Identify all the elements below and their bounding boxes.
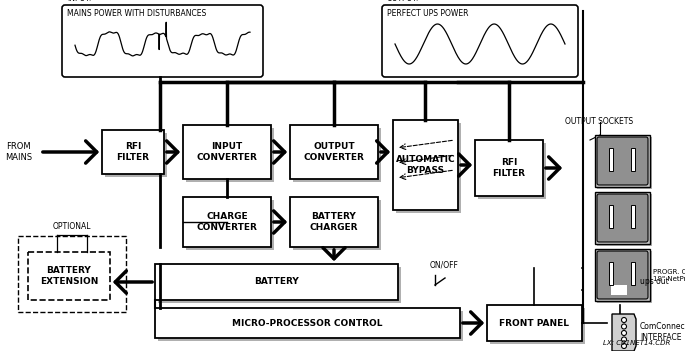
- Bar: [597, 194, 652, 246]
- Text: ups out: ups out: [640, 277, 669, 285]
- Text: OPTIONAL: OPTIONAL: [53, 222, 91, 231]
- Bar: [595, 249, 650, 301]
- Bar: [293, 128, 381, 182]
- Text: MAINS POWER WITH DISTURBANCES: MAINS POWER WITH DISTURBANCES: [67, 9, 206, 18]
- Bar: [632, 262, 636, 285]
- Text: INPUT:: INPUT:: [67, 0, 91, 3]
- Text: ComConnect
INTERFACE: ComConnect INTERFACE: [640, 322, 685, 342]
- Bar: [393, 120, 458, 210]
- FancyBboxPatch shape: [382, 5, 578, 77]
- Bar: [183, 197, 271, 247]
- Text: FROM
MAINS: FROM MAINS: [5, 142, 32, 162]
- Text: BATTERY
CHARGER: BATTERY CHARGER: [310, 212, 358, 232]
- Bar: [28, 252, 110, 300]
- Text: OUTPUT SOCKETS: OUTPUT SOCKETS: [565, 117, 633, 126]
- Bar: [632, 148, 636, 171]
- Circle shape: [621, 324, 627, 329]
- FancyBboxPatch shape: [597, 194, 648, 242]
- Text: RFI
FILTER: RFI FILTER: [116, 142, 149, 162]
- Bar: [597, 137, 652, 189]
- Bar: [610, 148, 614, 171]
- Bar: [487, 305, 582, 341]
- Text: PROGR. OUTLET
19" NetPro 3k only: PROGR. OUTLET 19" NetPro 3k only: [653, 269, 685, 282]
- Bar: [478, 143, 546, 199]
- Text: CHARGE
CONVERTER: CHARGE CONVERTER: [197, 212, 258, 232]
- Text: BATTERY: BATTERY: [254, 278, 299, 286]
- Circle shape: [621, 344, 627, 349]
- Circle shape: [621, 331, 627, 336]
- Text: AUTOMATIC
BYPASS: AUTOMATIC BYPASS: [396, 155, 456, 175]
- Bar: [158, 311, 463, 341]
- Bar: [490, 308, 585, 344]
- Text: BATTERY
EXTENSION: BATTERY EXTENSION: [40, 266, 98, 286]
- FancyBboxPatch shape: [597, 251, 648, 299]
- Text: PERFECT UPS POWER: PERFECT UPS POWER: [387, 9, 469, 18]
- Circle shape: [621, 337, 627, 342]
- Bar: [475, 140, 543, 196]
- Bar: [183, 125, 271, 179]
- Bar: [632, 205, 636, 229]
- Bar: [158, 267, 401, 303]
- Text: FRONT PANEL: FRONT PANEL: [499, 318, 569, 327]
- Bar: [610, 262, 614, 285]
- Bar: [396, 123, 461, 213]
- Text: OUTPUT
CONVERTER: OUTPUT CONVERTER: [303, 142, 364, 162]
- Text: RFI
FILTER: RFI FILTER: [493, 158, 525, 178]
- Bar: [610, 205, 614, 229]
- Bar: [105, 133, 167, 177]
- Circle shape: [621, 318, 627, 323]
- Bar: [155, 264, 398, 300]
- Text: ON/OFF: ON/OFF: [430, 261, 459, 270]
- FancyBboxPatch shape: [597, 137, 648, 185]
- Polygon shape: [612, 314, 636, 351]
- Text: OUTPUT:: OUTPUT:: [387, 0, 419, 3]
- Text: LX: C01NET14.CDR: LX: C01NET14.CDR: [603, 340, 670, 346]
- Bar: [18, 236, 126, 312]
- Bar: [290, 125, 378, 179]
- Bar: [290, 197, 378, 247]
- Bar: [186, 128, 274, 182]
- Bar: [293, 200, 381, 250]
- Bar: [595, 192, 650, 244]
- Text: INPUT
CONVERTER: INPUT CONVERTER: [197, 142, 258, 162]
- Bar: [611, 285, 627, 295]
- Bar: [155, 308, 460, 338]
- Bar: [102, 130, 164, 174]
- Bar: [597, 251, 652, 303]
- Bar: [605, 267, 633, 295]
- Bar: [595, 135, 650, 187]
- FancyBboxPatch shape: [62, 5, 263, 77]
- Bar: [186, 200, 274, 250]
- Text: MICRO-PROCESSOR CONTROL: MICRO-PROCESSOR CONTROL: [232, 318, 383, 327]
